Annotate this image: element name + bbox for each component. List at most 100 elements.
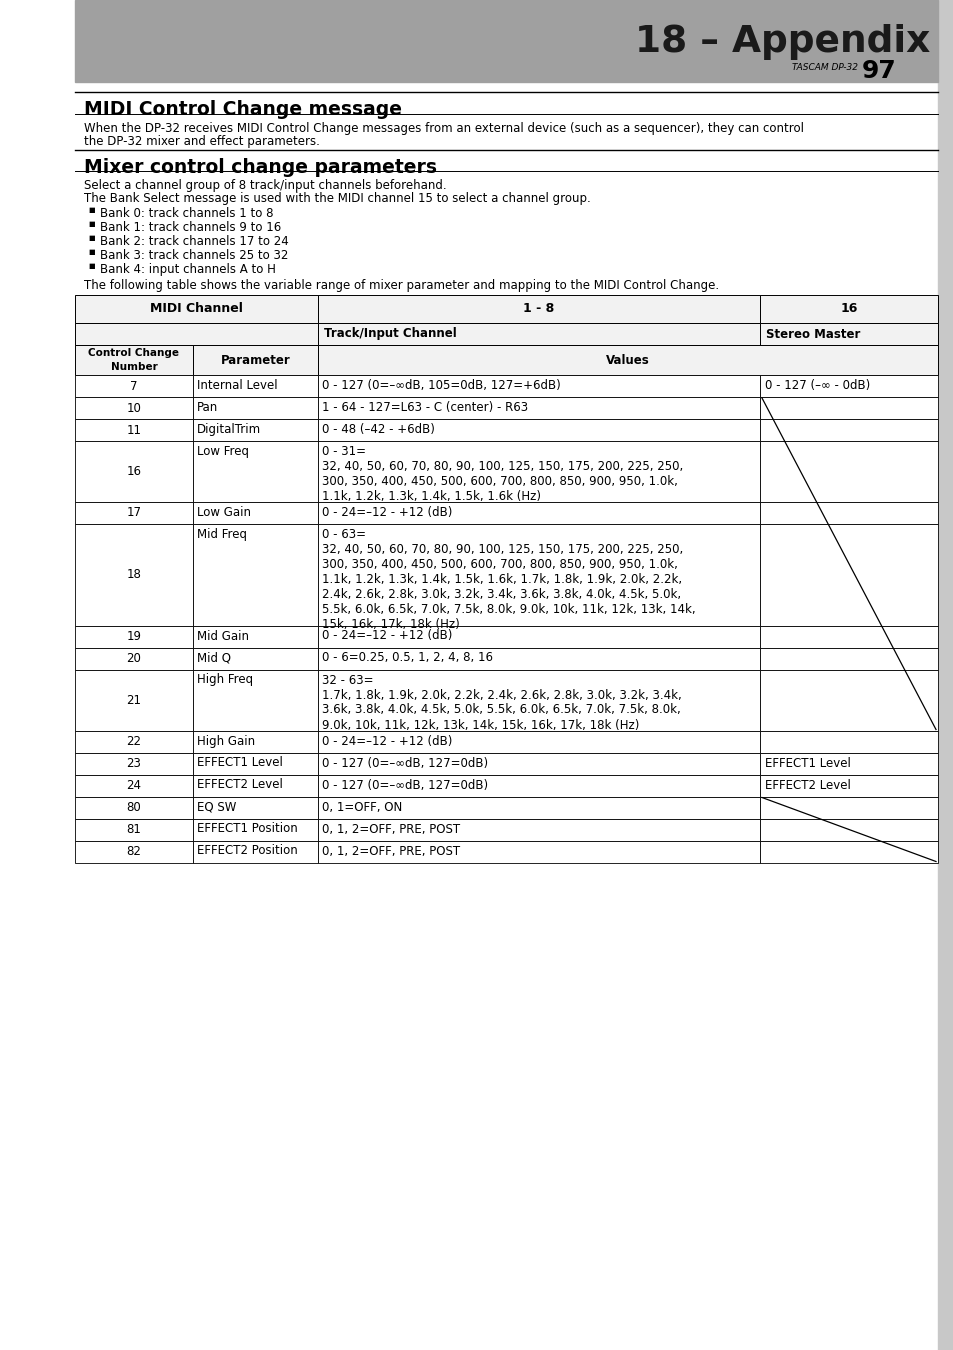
Text: 0 - 24=–12 - +12 (dB): 0 - 24=–12 - +12 (dB) [322, 629, 452, 643]
Bar [317, 502, 760, 524]
Text: 18: 18 [127, 568, 141, 582]
Text: EQ SW: EQ SW [196, 801, 236, 814]
Text: 0 - 48 (–42 - +6dB): 0 - 48 (–42 - +6dB) [322, 423, 435, 436]
Text: 18 – Appendix: 18 – Appendix [634, 24, 929, 59]
Text: 0 - 31=
32, 40, 50, 60, 70, 80, 90, 100, 125, 150, 175, 200, 225, 250,
300, 350,: 0 - 31= 32, 40, 50, 60, 70, 80, 90, 100,… [322, 446, 682, 504]
Bar [317, 296, 760, 323]
Text: Mixer control change parameters: Mixer control change parameters [84, 158, 436, 177]
Text: 10: 10 [127, 401, 141, 414]
Bar [75, 397, 193, 418]
Text: Mid Gain: Mid Gain [196, 629, 249, 643]
Bar [75, 524, 193, 625]
Text: 22: 22 [127, 734, 141, 748]
Text: 0 - 127 (0=–∞dB, 127=0dB): 0 - 127 (0=–∞dB, 127=0dB) [322, 779, 488, 791]
Bar [760, 796, 937, 818]
Text: 32 - 63=
1.7k, 1.8k, 1.9k, 2.0k, 2.2k, 2.4k, 2.6k, 2.8k, 3.0k, 3.2k, 3.4k,
3.6k,: 32 - 63= 1.7k, 1.8k, 1.9k, 2.0k, 2.2k, 2… [322, 674, 681, 732]
Text: 0 - 24=–12 - +12 (dB): 0 - 24=–12 - +12 (dB) [322, 506, 452, 518]
Bar [75, 296, 317, 323]
Bar [760, 730, 937, 752]
Bar [317, 818, 760, 841]
Text: The following table shows the variable range of mixer parameter and mapping to t: The following table shows the variable r… [84, 279, 719, 292]
Text: Bank 0: track channels 1 to 8: Bank 0: track channels 1 to 8 [100, 207, 274, 220]
Bar [317, 441, 760, 502]
Text: 0 - 127 (–∞ - 0dB): 0 - 127 (–∞ - 0dB) [764, 379, 869, 393]
Bar [317, 796, 760, 818]
Bar [760, 524, 937, 625]
Text: 17: 17 [127, 506, 141, 520]
Bar [317, 418, 760, 441]
Bar [75, 346, 193, 375]
Bar [317, 670, 760, 730]
Text: Track/Input Channel: Track/Input Channel [324, 328, 456, 340]
Bar [760, 775, 937, 796]
Bar [317, 841, 760, 863]
Bar [317, 524, 760, 625]
Bar [193, 524, 317, 625]
Bar [75, 648, 193, 670]
Bar [75, 752, 193, 775]
Text: 23: 23 [127, 757, 141, 769]
Text: Bank 1: track channels 9 to 16: Bank 1: track channels 9 to 16 [100, 221, 281, 234]
Text: The Bank Select message is used with the MIDI channel 15 to select a channel gro: The Bank Select message is used with the… [84, 192, 590, 205]
Bar [193, 418, 317, 441]
Bar [760, 323, 937, 346]
Text: 11: 11 [127, 424, 141, 436]
Bar [193, 775, 317, 796]
Text: 0, 1, 2=OFF, PRE, POST: 0, 1, 2=OFF, PRE, POST [322, 845, 459, 857]
Bar [193, 796, 317, 818]
Bar [760, 752, 937, 775]
Text: ■: ■ [88, 263, 94, 269]
Text: DigitalTrim: DigitalTrim [196, 423, 261, 436]
Text: 0 - 24=–12 - +12 (dB): 0 - 24=–12 - +12 (dB) [322, 734, 452, 748]
Text: 1 - 8: 1 - 8 [523, 302, 554, 316]
Text: ■: ■ [88, 235, 94, 242]
Bar [193, 375, 317, 397]
Text: 80: 80 [127, 801, 141, 814]
Text: 82: 82 [127, 845, 141, 859]
Bar [760, 418, 937, 441]
Bar [317, 375, 760, 397]
Text: 0 - 127 (0=–∞dB, 127=0dB): 0 - 127 (0=–∞dB, 127=0dB) [322, 756, 488, 770]
Text: Bank 4: input channels A to H: Bank 4: input channels A to H [100, 263, 275, 275]
Bar [937, 0, 953, 1350]
Bar [760, 397, 937, 418]
Text: Select a channel group of 8 track/input channels beforehand.: Select a channel group of 8 track/input … [84, 180, 446, 192]
Bar [317, 323, 760, 346]
Bar [75, 818, 193, 841]
Text: 16: 16 [840, 302, 857, 316]
Bar [75, 418, 193, 441]
Bar [193, 502, 317, 524]
Text: Stereo Master: Stereo Master [765, 328, 860, 340]
Bar [193, 818, 317, 841]
Text: 1 - 64 - 127=L63 - C (center) - R63: 1 - 64 - 127=L63 - C (center) - R63 [322, 401, 528, 414]
Text: TASCAM DP-32: TASCAM DP-32 [791, 62, 857, 72]
Text: MIDI Channel: MIDI Channel [150, 302, 243, 316]
Bar [193, 670, 317, 730]
Text: When the DP-32 receives MIDI Control Change messages from an external device (su: When the DP-32 receives MIDI Control Cha… [84, 122, 803, 135]
Text: 24: 24 [127, 779, 141, 792]
Bar [75, 796, 193, 818]
Bar [75, 841, 193, 863]
Bar [193, 730, 317, 752]
Text: 0 - 127 (0=–∞dB, 105=0dB, 127=+6dB): 0 - 127 (0=–∞dB, 105=0dB, 127=+6dB) [322, 379, 560, 391]
Bar [760, 502, 937, 524]
Text: the DP-32 mixer and effect parameters.: the DP-32 mixer and effect parameters. [84, 135, 319, 148]
Text: ■: ■ [88, 248, 94, 255]
Bar [193, 648, 317, 670]
Text: EFFECT2 Level: EFFECT2 Level [764, 779, 850, 792]
Text: 16: 16 [127, 464, 141, 478]
Bar [75, 730, 193, 752]
Bar [760, 375, 937, 397]
Text: Bank 2: track channels 17 to 24: Bank 2: track channels 17 to 24 [100, 235, 289, 248]
Bar [193, 397, 317, 418]
Bar [193, 625, 317, 648]
Text: MIDI Control Change message: MIDI Control Change message [84, 100, 401, 119]
Text: Internal Level: Internal Level [196, 379, 277, 391]
Text: Control Change
Number: Control Change Number [89, 348, 179, 371]
Bar [193, 841, 317, 863]
Text: EFFECT2 Level: EFFECT2 Level [196, 779, 283, 791]
Bar [75, 625, 193, 648]
Bar [760, 670, 937, 730]
Text: 97: 97 [862, 59, 896, 82]
Text: 0 - 6=0.25, 0.5, 1, 2, 4, 8, 16: 0 - 6=0.25, 0.5, 1, 2, 4, 8, 16 [322, 652, 493, 664]
